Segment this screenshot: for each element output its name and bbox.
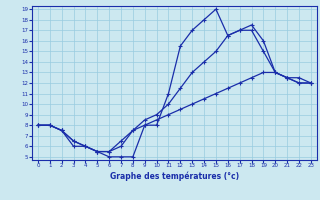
X-axis label: Graphe des températures (°c): Graphe des températures (°c) (110, 171, 239, 181)
